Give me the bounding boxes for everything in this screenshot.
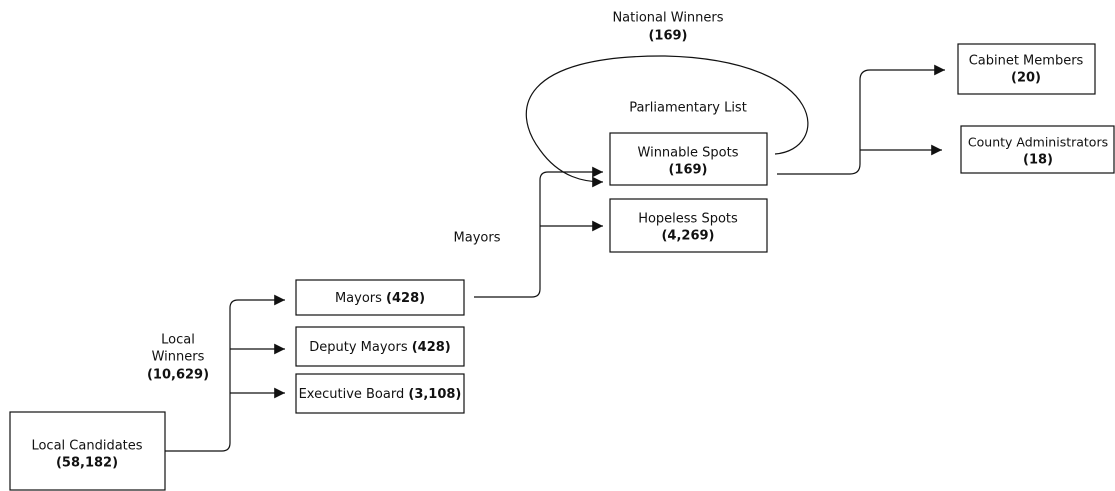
- node-count: (428): [386, 291, 425, 306]
- edge-label-count: (169): [648, 29, 687, 44]
- edge: [165, 294, 285, 452]
- node-box: [295, 279, 465, 316]
- node-label: Hopeless Spots: [638, 212, 738, 227]
- node-box: [295, 373, 465, 414]
- edge: [474, 166, 603, 298]
- node-box: [609, 132, 768, 186]
- edge-label: National Winners: [612, 11, 723, 26]
- node-count: (169): [668, 163, 707, 178]
- node-label: Executive Board: [299, 387, 405, 402]
- edge-label-count: (10,629): [147, 368, 209, 383]
- node-label: Mayors: [335, 291, 382, 306]
- node-label: County Administrators: [968, 135, 1108, 150]
- edge-label: Local: [161, 333, 195, 348]
- node-count: (3,108): [408, 387, 461, 402]
- node-text: Mayors (428): [335, 291, 425, 306]
- node-box: [609, 198, 768, 253]
- node-count: (20): [1011, 71, 1041, 86]
- node-label: Cabinet Members: [969, 54, 1084, 69]
- node-count: (58,182): [56, 456, 118, 471]
- node-label: Deputy Mayors: [309, 340, 408, 355]
- edge-label: Mayors: [454, 231, 501, 246]
- node-count: (18): [1023, 153, 1053, 168]
- node-text: Executive Board (3,108): [299, 387, 462, 402]
- node-box: [295, 326, 465, 367]
- edge-label: Parliamentary List: [629, 101, 747, 116]
- node-label: Local Candidates: [31, 439, 142, 454]
- node-box: [960, 125, 1115, 174]
- edge-loop: [525, 55, 809, 188]
- node-box: [957, 43, 1096, 95]
- node-label: Winnable Spots: [638, 146, 739, 161]
- edge: [777, 64, 945, 175]
- node-box: [9, 411, 166, 491]
- node-count: (4,269): [661, 229, 714, 244]
- node-text: Deputy Mayors (428): [309, 340, 451, 355]
- edge-label: Winners: [152, 350, 205, 365]
- node-count: (428): [412, 340, 451, 355]
